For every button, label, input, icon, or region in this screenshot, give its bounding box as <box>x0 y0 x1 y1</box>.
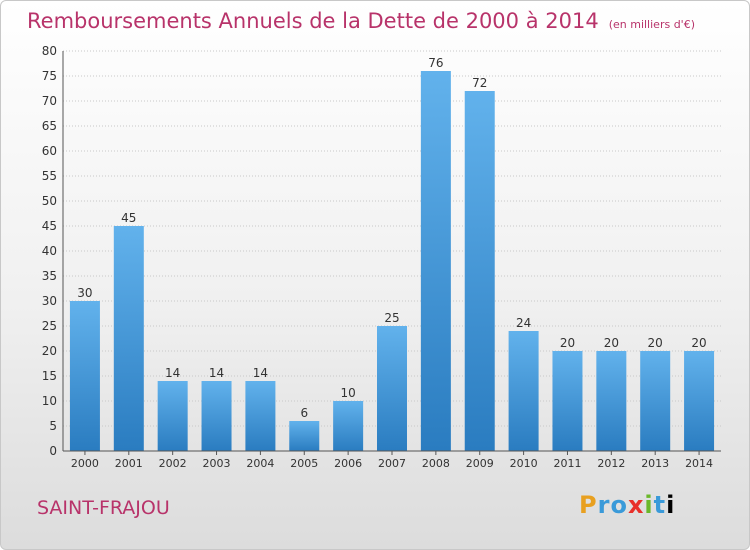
bar-2006 <box>333 401 364 451</box>
data-label-2007: 25 <box>384 311 399 325</box>
x-tick-label-2013: 2013 <box>641 457 669 470</box>
y-tick-label: 10 <box>42 394 57 408</box>
y-tick-label: 35 <box>42 269 57 283</box>
y-tick-label: 40 <box>42 244 57 258</box>
x-tick-label-2002: 2002 <box>159 457 187 470</box>
data-label-2013: 20 <box>648 336 663 350</box>
bar-2004 <box>245 381 276 451</box>
y-tick-label: 75 <box>42 69 57 83</box>
y-tick-label: 70 <box>42 94 57 108</box>
y-tick-label: 45 <box>42 219 57 233</box>
y-tick-label: 65 <box>42 119 57 133</box>
bar-2007 <box>377 326 407 451</box>
y-tick-label: 20 <box>42 344 57 358</box>
proxiti-logo: Proxiti <box>579 491 676 519</box>
data-label-2002: 14 <box>165 366 180 380</box>
y-tick-label: 80 <box>42 44 57 58</box>
chart-title-text: Remboursements Annuels de la Dette de 20… <box>27 9 599 33</box>
x-tick-label-2007: 2007 <box>378 457 406 470</box>
bar-2010 <box>508 331 539 451</box>
x-tick-label-2011: 2011 <box>553 457 581 470</box>
y-tick-label: 30 <box>42 294 57 308</box>
x-tick-label-2010: 2010 <box>510 457 538 470</box>
data-label-2008: 76 <box>428 56 443 70</box>
x-tick-label-2006: 2006 <box>334 457 362 470</box>
bar-2002 <box>157 381 188 451</box>
x-tick-label-2014: 2014 <box>685 457 713 470</box>
data-label-2006: 10 <box>340 386 355 400</box>
data-label-2011: 20 <box>560 336 575 350</box>
bars: 30 45 14 14 14 6 10 25 76 72 24 20 20 20 20 <box>69 56 715 451</box>
x-tick-label-2000: 2000 <box>71 457 99 470</box>
x-tick-label-2001: 2001 <box>115 457 143 470</box>
chart-title: Remboursements Annuels de la Dette de 20… <box>27 9 695 33</box>
y-tick-label: 60 <box>42 144 57 158</box>
axes: 0 5 10 15 20 25 30 35 40 45 50 55 60 65 70 75 80 2000 2001… <box>42 44 721 470</box>
x-tick-label-2003: 2003 <box>203 457 231 470</box>
city-name: SAINT-FRAJOU <box>37 497 170 519</box>
bar-chart: 30 45 14 14 14 6 10 25 76 72 24 20 20 20 20 0 5 10 15 20 25… <box>42 44 721 470</box>
data-label-2001: 45 <box>121 211 136 225</box>
bar-2011 <box>552 351 583 451</box>
bar-2013 <box>640 351 671 451</box>
bar-2008 <box>420 71 451 451</box>
data-label-2009: 72 <box>472 76 487 90</box>
y-tick-label: 15 <box>42 369 57 383</box>
data-label-2012: 20 <box>604 336 619 350</box>
y-tick-label: 5 <box>49 419 57 433</box>
data-label-2014: 20 <box>691 336 706 350</box>
x-tick-label-2012: 2012 <box>597 457 625 470</box>
x-tick-label-2009: 2009 <box>466 457 494 470</box>
bar-2000 <box>69 301 100 451</box>
bar-2014 <box>684 351 715 451</box>
y-tick-label: 0 <box>49 444 57 458</box>
y-tick-label: 55 <box>42 169 57 183</box>
data-label-2000: 30 <box>77 286 92 300</box>
data-label-2005: 6 <box>300 406 308 420</box>
chart-unit: (en milliers d'€) <box>608 18 695 31</box>
x-tick-label-2005: 2005 <box>290 457 318 470</box>
x-tick-label-2004: 2004 <box>246 457 274 470</box>
y-tick-label: 25 <box>42 319 57 333</box>
bar-2012 <box>596 351 627 451</box>
bar-2009 <box>464 91 495 451</box>
bar-2003 <box>201 381 232 451</box>
data-label-2004: 14 <box>253 366 268 380</box>
data-label-2003: 14 <box>209 366 224 380</box>
bar-2001 <box>113 226 144 451</box>
data-label-2010: 24 <box>516 316 531 330</box>
bar-2005 <box>289 421 320 451</box>
x-tick-label-2008: 2008 <box>422 457 450 470</box>
y-tick-label: 50 <box>42 194 57 208</box>
